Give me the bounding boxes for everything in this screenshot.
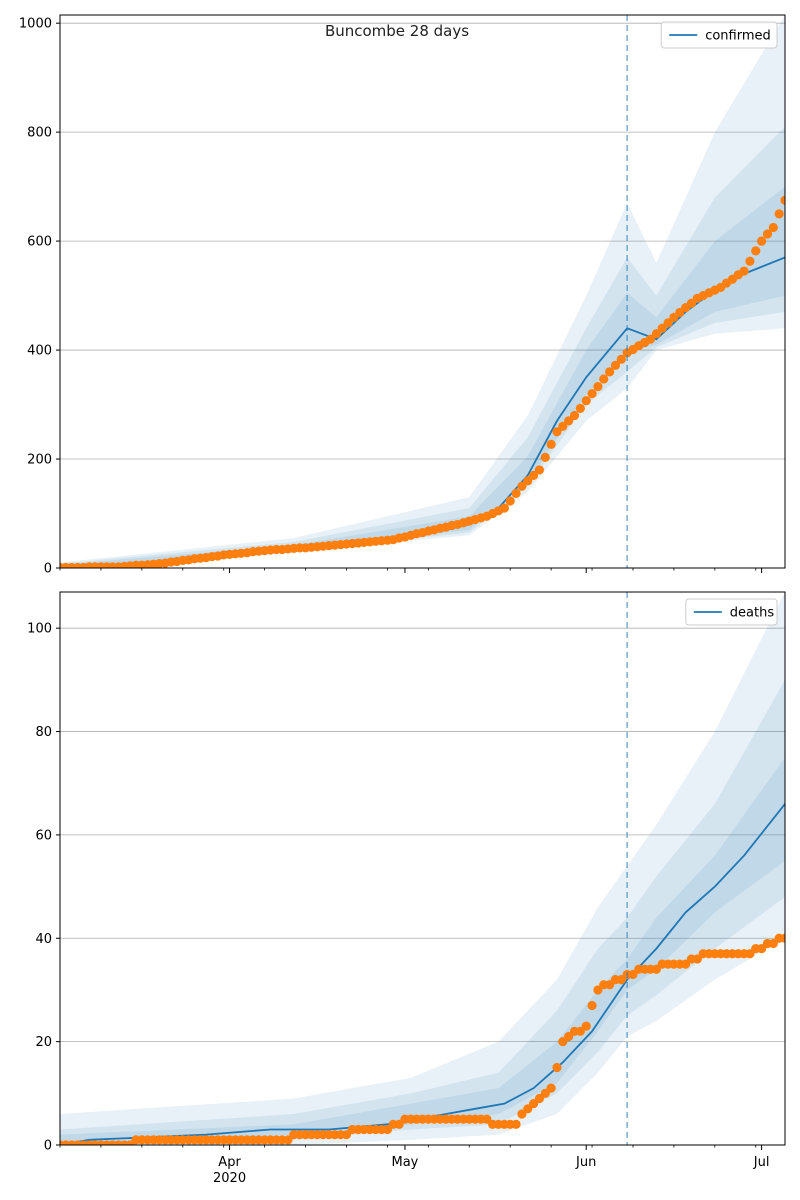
confirmed-panel: Buncombe 28 days 0 200 400 600 800 1000 confir… <box>19 14 786 577</box>
uncertainty-band <box>627 15 785 389</box>
x-tick-label: 2020 <box>213 1171 246 1186</box>
observed-point <box>645 334 656 344</box>
observed-point <box>575 403 585 413</box>
observed-point <box>757 236 767 246</box>
observed-point <box>558 421 568 431</box>
observed-point <box>523 476 533 486</box>
x-tick-label: Apr <box>218 1155 241 1170</box>
uncertainty-band <box>627 592 785 1037</box>
axes-frame <box>59 14 786 569</box>
observed-point <box>774 209 784 219</box>
observed-point <box>604 367 615 377</box>
plot-area <box>60 15 785 568</box>
observed-point <box>587 389 597 399</box>
observed-point <box>762 229 773 239</box>
observed-point <box>739 266 749 276</box>
observed-point <box>745 256 755 266</box>
uncertainty-band <box>627 126 785 372</box>
x-tick-label: May <box>392 1155 419 1170</box>
observed-point <box>581 396 591 406</box>
observed-point <box>581 1021 591 1031</box>
axes-frame <box>59 591 786 1146</box>
uncertainty-band <box>60 257 628 568</box>
observed-point <box>552 1062 562 1073</box>
observed-point <box>599 374 609 384</box>
legend-box <box>685 598 778 626</box>
observed-point <box>593 381 603 392</box>
observed-point <box>587 1000 597 1011</box>
uncertainty-band <box>627 679 785 1016</box>
uncertainty-band <box>60 202 628 568</box>
plot-area <box>60 592 785 1145</box>
uncertainty-band <box>627 757 785 990</box>
y-tick-label: 80 <box>35 725 52 740</box>
observed-point <box>616 354 626 364</box>
observed-point <box>751 246 761 256</box>
observed-point <box>517 481 527 491</box>
observed-point <box>610 360 621 370</box>
median-line-hindcast <box>60 979 628 1145</box>
x-tick-label: Jun <box>575 1155 596 1170</box>
observed-point <box>528 470 539 480</box>
observed-point <box>511 1119 521 1129</box>
legend-label: deaths <box>730 606 775 621</box>
uncertainty-band <box>627 186 785 353</box>
observed-point <box>657 323 667 333</box>
uncertainty-band <box>60 958 628 1145</box>
legend-label: confirmed <box>705 29 771 44</box>
observed-point <box>534 465 545 475</box>
observed-point <box>511 488 521 498</box>
y-tick-label: 200 <box>27 453 52 468</box>
observed-point <box>546 439 556 449</box>
observed-point <box>564 416 574 426</box>
y-tick-label: 1000 <box>19 17 52 32</box>
observed-point <box>780 195 785 205</box>
uncertainty-band <box>60 917 628 1145</box>
legend-box <box>660 21 778 49</box>
observed-point <box>505 496 515 506</box>
y-tick-label: 600 <box>27 235 52 250</box>
observed-point <box>780 933 785 943</box>
observed-point <box>663 318 673 328</box>
observed-point <box>499 503 509 513</box>
observed-point <box>540 452 550 462</box>
y-tick-label: 0 <box>44 1139 52 1154</box>
observed-point <box>552 427 562 437</box>
uncertainty-band <box>60 865 628 1145</box>
y-tick-label: 60 <box>35 828 52 843</box>
median-line-forecast <box>626 803 785 981</box>
observed-point <box>651 329 661 339</box>
chart-title: Buncombe 28 days <box>325 22 469 40</box>
observed-point <box>546 1083 556 1093</box>
observed-point <box>569 410 580 421</box>
observed-point <box>768 222 778 233</box>
y-tick-label: 100 <box>27 622 52 637</box>
y-tick-label: 40 <box>35 932 52 947</box>
y-tick-label: 0 <box>44 562 52 577</box>
y-tick-label: 800 <box>27 126 52 141</box>
y-tick-label: 20 <box>35 1035 52 1050</box>
x-tick-label: Jul <box>753 1155 770 1170</box>
y-tick-label: 400 <box>27 344 52 359</box>
